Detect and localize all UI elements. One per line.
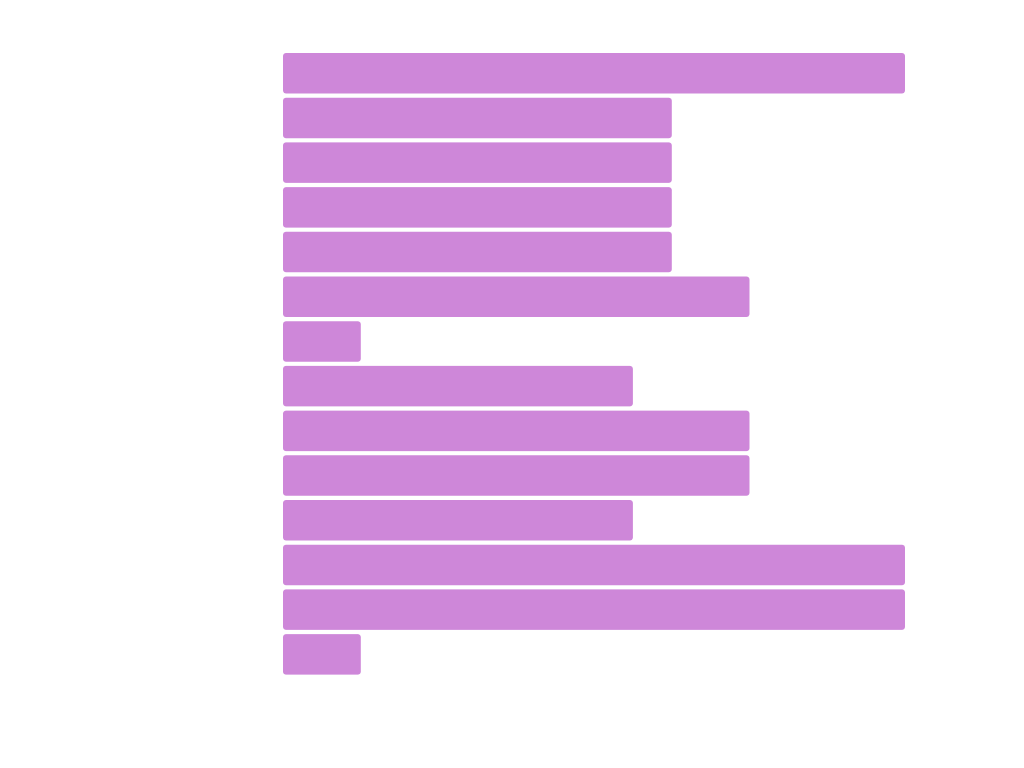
bar-14 xyxy=(283,634,361,675)
bar-12 xyxy=(283,544,905,586)
bar-8 xyxy=(283,365,633,407)
bar-10 xyxy=(283,455,750,496)
bar-11 xyxy=(283,500,633,541)
bar-3 xyxy=(283,142,672,183)
bars-group xyxy=(283,53,905,675)
bar-5 xyxy=(283,231,672,273)
bar-7 xyxy=(283,321,361,362)
bar-13 xyxy=(283,589,905,630)
bar-2 xyxy=(283,97,672,139)
bar-4 xyxy=(283,187,672,228)
bar-6 xyxy=(283,276,750,317)
bar-1 xyxy=(283,53,905,94)
bar-9 xyxy=(283,410,750,452)
